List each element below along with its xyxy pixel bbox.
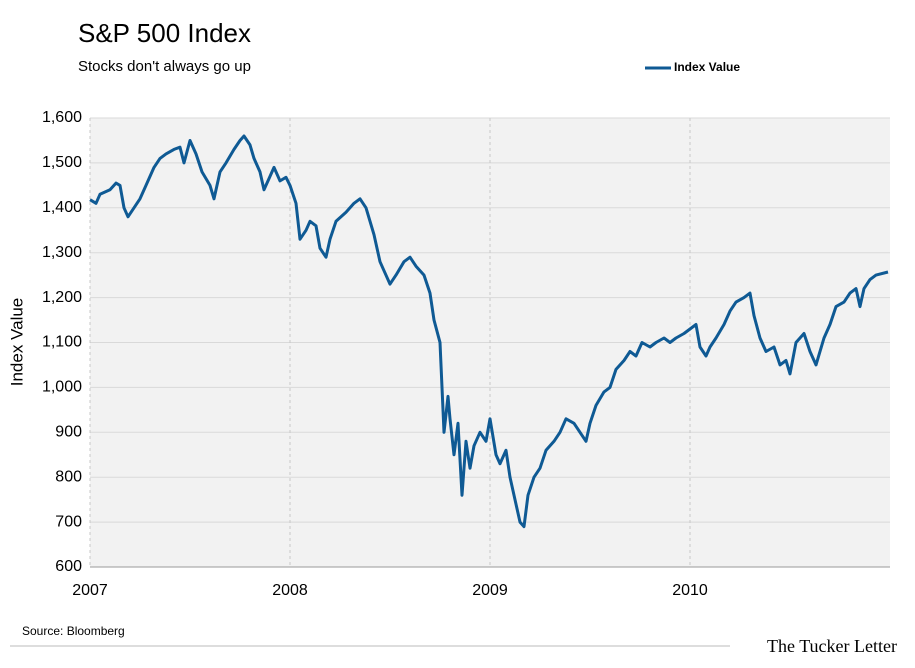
y-tick-label: 900 [55,424,82,441]
y-tick-label: 1,100 [42,334,82,351]
y-tick-label: 1,300 [42,244,82,261]
chart-title: S&P 500 Index [78,18,251,48]
credit: The Tucker Letter [767,636,897,656]
y-tick-label: 600 [55,558,82,575]
y-tick-label: 1,000 [42,379,82,396]
x-tick-label: 2010 [672,582,708,599]
y-tick-label: 1,500 [42,154,82,171]
chart-subtitle: Stocks don't always go up [78,58,251,75]
y-tick-label: 1,400 [42,199,82,216]
x-tick-label: 2007 [72,582,108,599]
series-line [89,134,889,529]
y-tick-label: 800 [55,468,82,485]
y-tick-label: 700 [55,513,82,530]
x-tick-label: 2008 [272,582,308,599]
y-tick-label: 1,600 [42,109,82,126]
source: Source: Bloomberg [22,624,125,638]
y-tick-label: 1,200 [42,289,82,306]
legend-label: Index Value [674,60,740,74]
x-tick-label: 2009 [472,582,508,599]
y-axis-label: Index Value [7,298,26,387]
